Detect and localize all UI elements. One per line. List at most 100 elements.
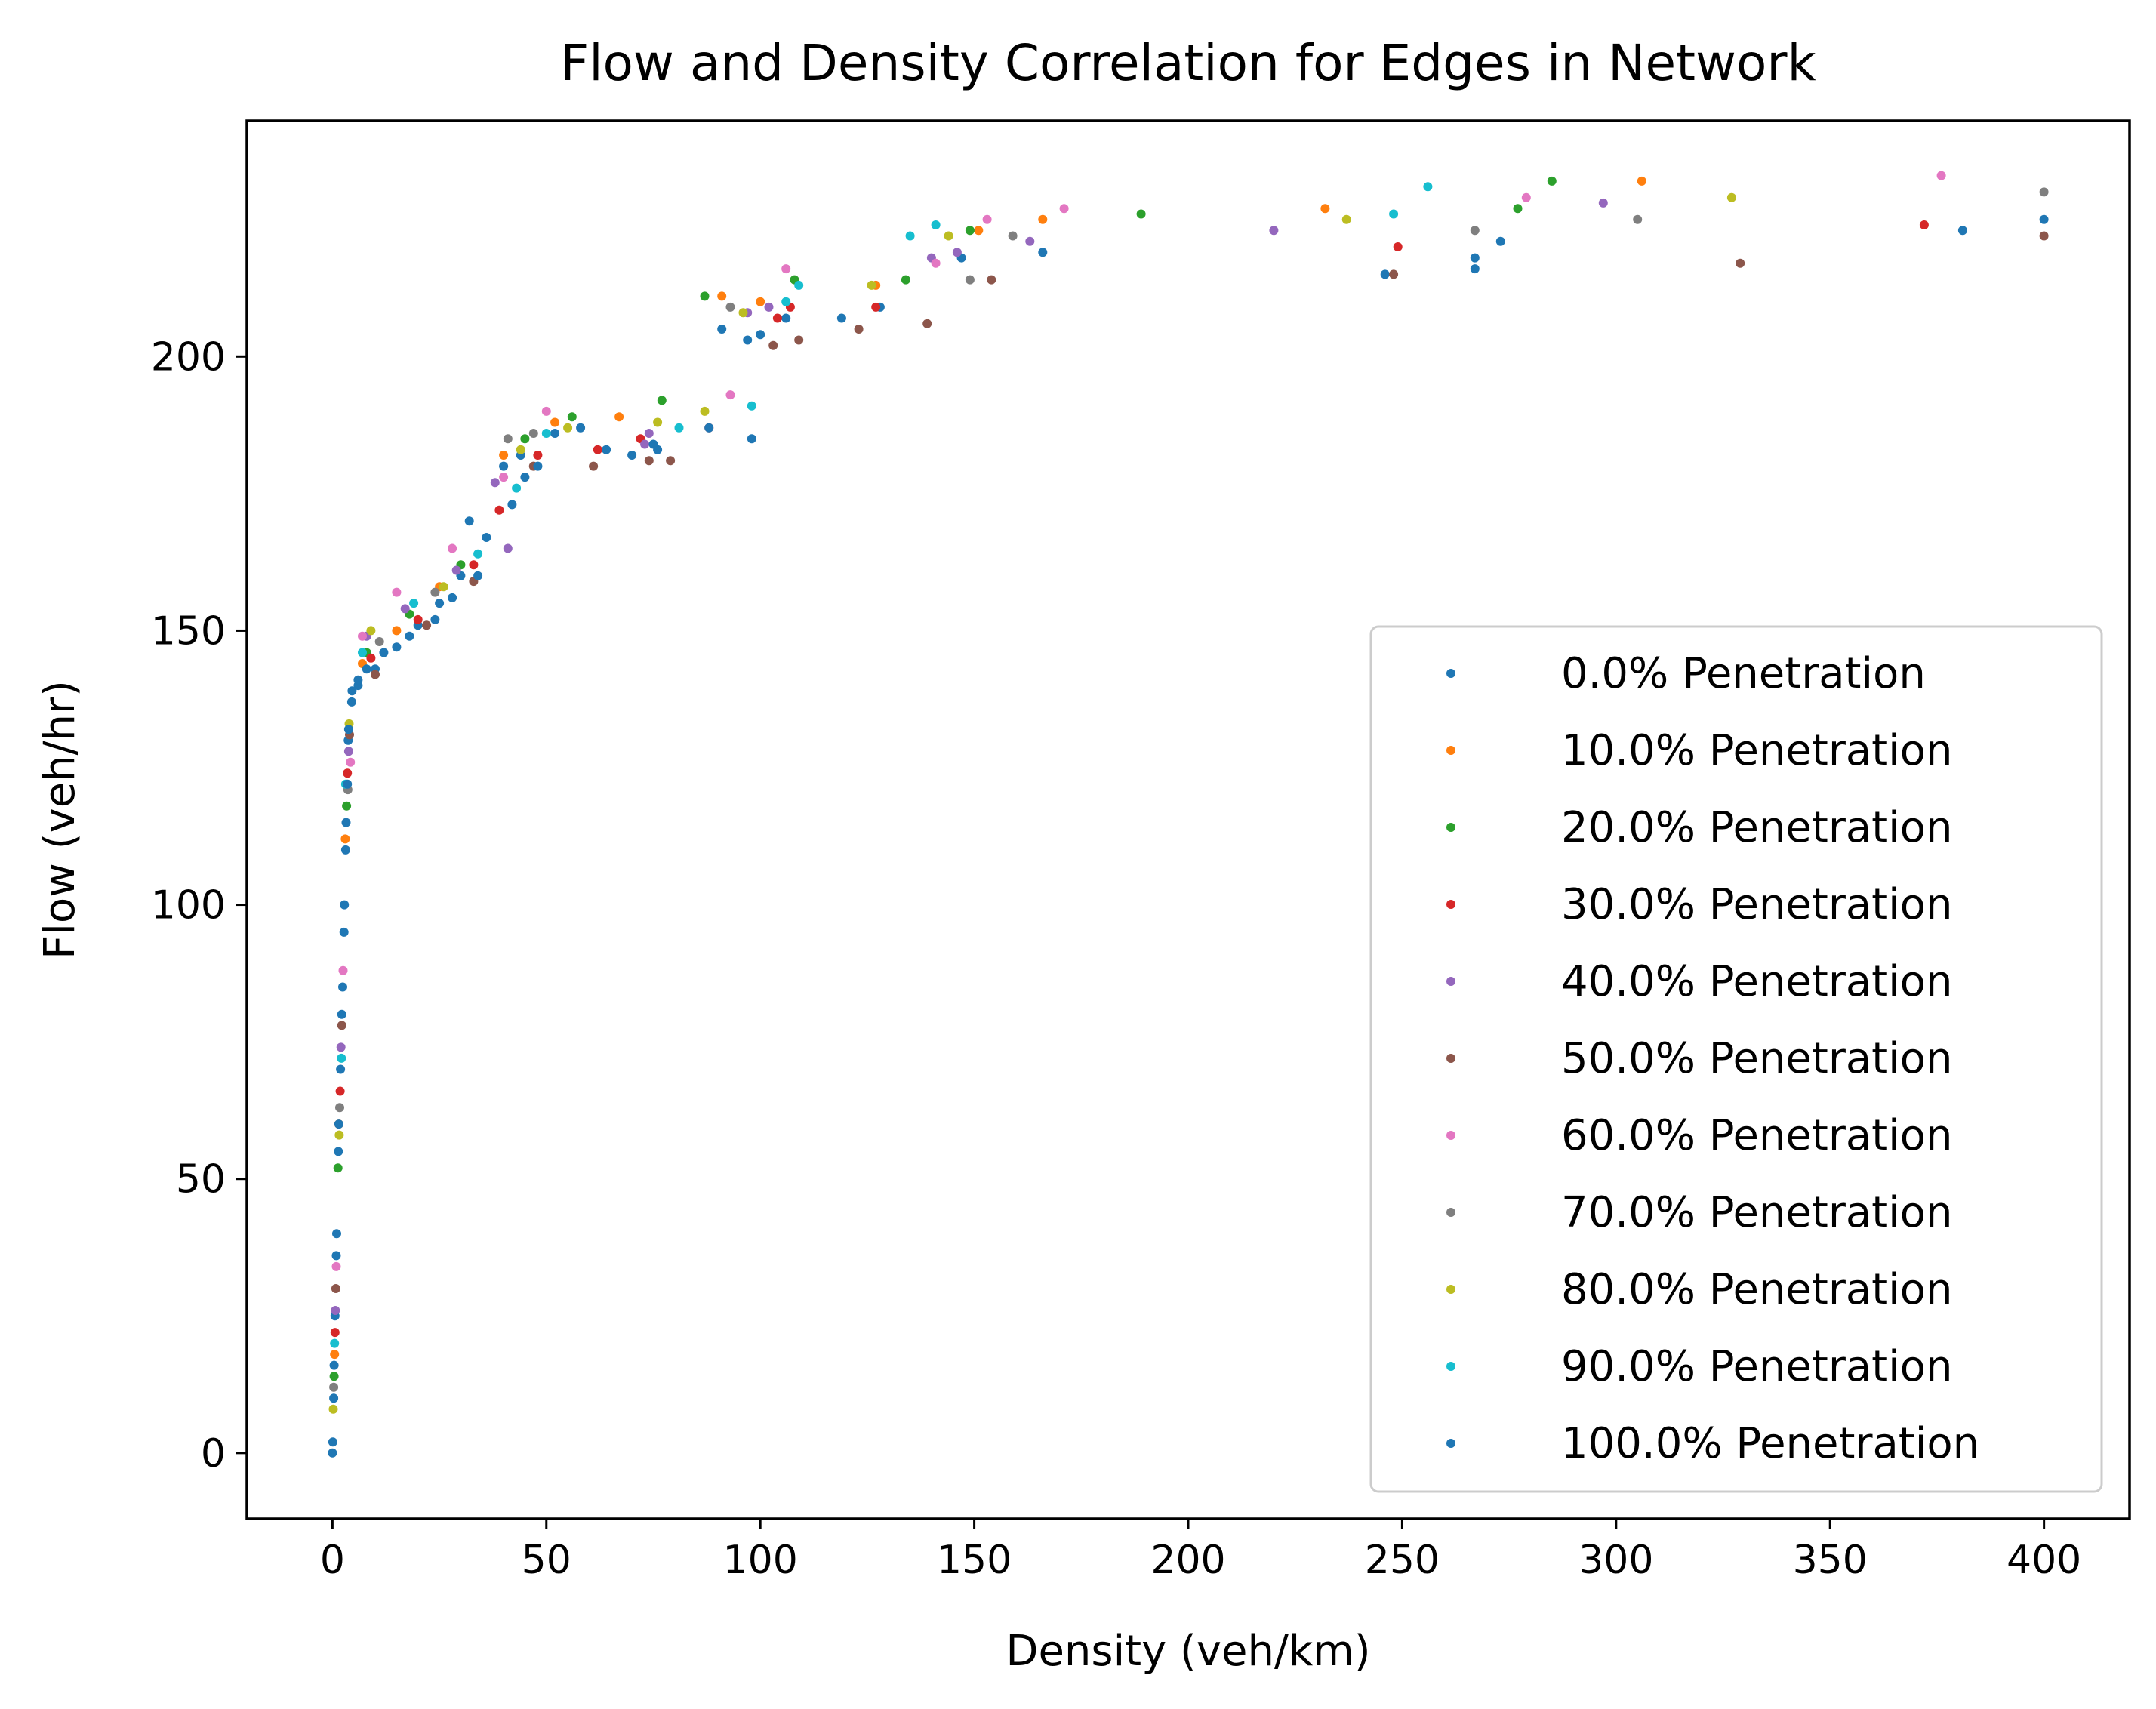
data-point <box>362 664 371 674</box>
data-point <box>340 900 350 910</box>
data-point <box>589 461 599 471</box>
data-point <box>2039 231 2049 241</box>
data-point <box>563 423 573 433</box>
legend-label: 50.0% Penetration <box>1561 1034 1952 1083</box>
data-point <box>392 642 402 652</box>
legend-marker <box>1446 1285 1455 1294</box>
data-point <box>756 297 765 306</box>
data-point <box>334 1130 344 1140</box>
data-point <box>867 280 876 290</box>
data-point <box>342 801 352 811</box>
legend-frame <box>1369 625 2103 1493</box>
legend-label: 80.0% Penetration <box>1561 1265 1952 1314</box>
data-point <box>358 648 367 657</box>
legend-label: 70.0% Penetration <box>1561 1188 1952 1237</box>
data-point <box>1470 253 1480 263</box>
data-point <box>490 478 500 488</box>
data-point <box>952 248 962 257</box>
x-tick-label: 300 <box>1578 1538 1653 1583</box>
data-point <box>1470 264 1480 274</box>
data-point <box>409 599 419 608</box>
data-point <box>332 1229 341 1239</box>
data-point <box>353 675 363 685</box>
data-point <box>704 423 714 433</box>
data-point <box>499 473 509 482</box>
legend-entry: 20.0% Penetration <box>1446 803 1952 852</box>
data-point <box>1393 242 1403 251</box>
data-point <box>347 686 357 696</box>
data-point <box>1495 236 1505 246</box>
legend-label: 100.0% Penetration <box>1561 1419 1979 1468</box>
data-point <box>674 423 684 433</box>
data-point <box>341 818 351 827</box>
data-point <box>439 582 448 592</box>
data-point <box>330 1338 340 1348</box>
data-point <box>333 1163 343 1173</box>
legend-marker <box>1446 1054 1455 1063</box>
data-point <box>451 565 461 575</box>
data-point <box>520 473 530 482</box>
data-point <box>329 1372 339 1381</box>
data-point <box>794 335 804 345</box>
data-point <box>974 226 984 236</box>
data-point <box>666 456 676 466</box>
data-point <box>392 626 402 636</box>
data-point <box>330 1328 340 1338</box>
data-point <box>717 325 727 334</box>
data-point <box>627 451 637 460</box>
data-point <box>358 631 367 641</box>
data-point <box>965 226 975 236</box>
data-point <box>329 1360 339 1370</box>
data-point <box>1547 176 1557 186</box>
data-point <box>331 1251 341 1261</box>
data-point <box>331 1261 341 1271</box>
data-point <box>550 417 560 427</box>
x-tick-label: 50 <box>522 1538 571 1583</box>
x-tick-label: 200 <box>1150 1538 1225 1583</box>
data-point <box>1025 236 1035 246</box>
data-point <box>520 434 530 444</box>
data-point <box>648 439 658 449</box>
x-tick-label: 100 <box>723 1538 798 1583</box>
data-point <box>2039 214 2049 224</box>
data-point <box>1470 226 1480 236</box>
legend-marker <box>1446 1131 1455 1140</box>
data-point <box>768 340 778 350</box>
data-point <box>1633 214 1643 224</box>
legend-label: 60.0% Penetration <box>1561 1111 1952 1160</box>
data-point <box>982 214 992 224</box>
data-point <box>644 456 654 466</box>
y-tick-label: 50 <box>176 1157 226 1202</box>
data-point <box>1521 192 1531 202</box>
data-point <box>781 297 791 306</box>
legend-entry: 90.0% Penetration <box>1446 1342 1952 1391</box>
data-point <box>1320 204 1330 214</box>
data-point <box>1513 204 1523 214</box>
x-axis-label: Density (veh/km) <box>1006 1627 1370 1676</box>
data-point <box>772 313 782 323</box>
data-point <box>422 620 432 630</box>
data-point <box>346 757 356 767</box>
series-7-points <box>329 187 2049 1392</box>
data-point <box>329 1393 339 1403</box>
legend-entry: 40.0% Penetration <box>1446 957 1952 1006</box>
data-point <box>338 982 347 992</box>
data-point <box>494 505 504 515</box>
data-point <box>541 429 551 438</box>
data-point <box>328 1404 338 1414</box>
data-point <box>328 1437 337 1447</box>
legend-label: 20.0% Penetration <box>1561 803 1952 852</box>
legend-label: 40.0% Penetration <box>1561 957 1952 1006</box>
data-point <box>503 543 513 553</box>
legend-marker <box>1446 746 1455 755</box>
data-point <box>1341 214 1351 224</box>
data-point <box>392 587 402 597</box>
data-point <box>854 325 864 334</box>
data-point <box>533 451 543 460</box>
data-point <box>430 614 440 624</box>
data-point <box>338 965 348 975</box>
data-point <box>405 631 414 641</box>
data-point <box>343 768 353 778</box>
legend-entry: 50.0% Penetration <box>1446 1034 1952 1083</box>
data-point <box>1269 226 1279 236</box>
